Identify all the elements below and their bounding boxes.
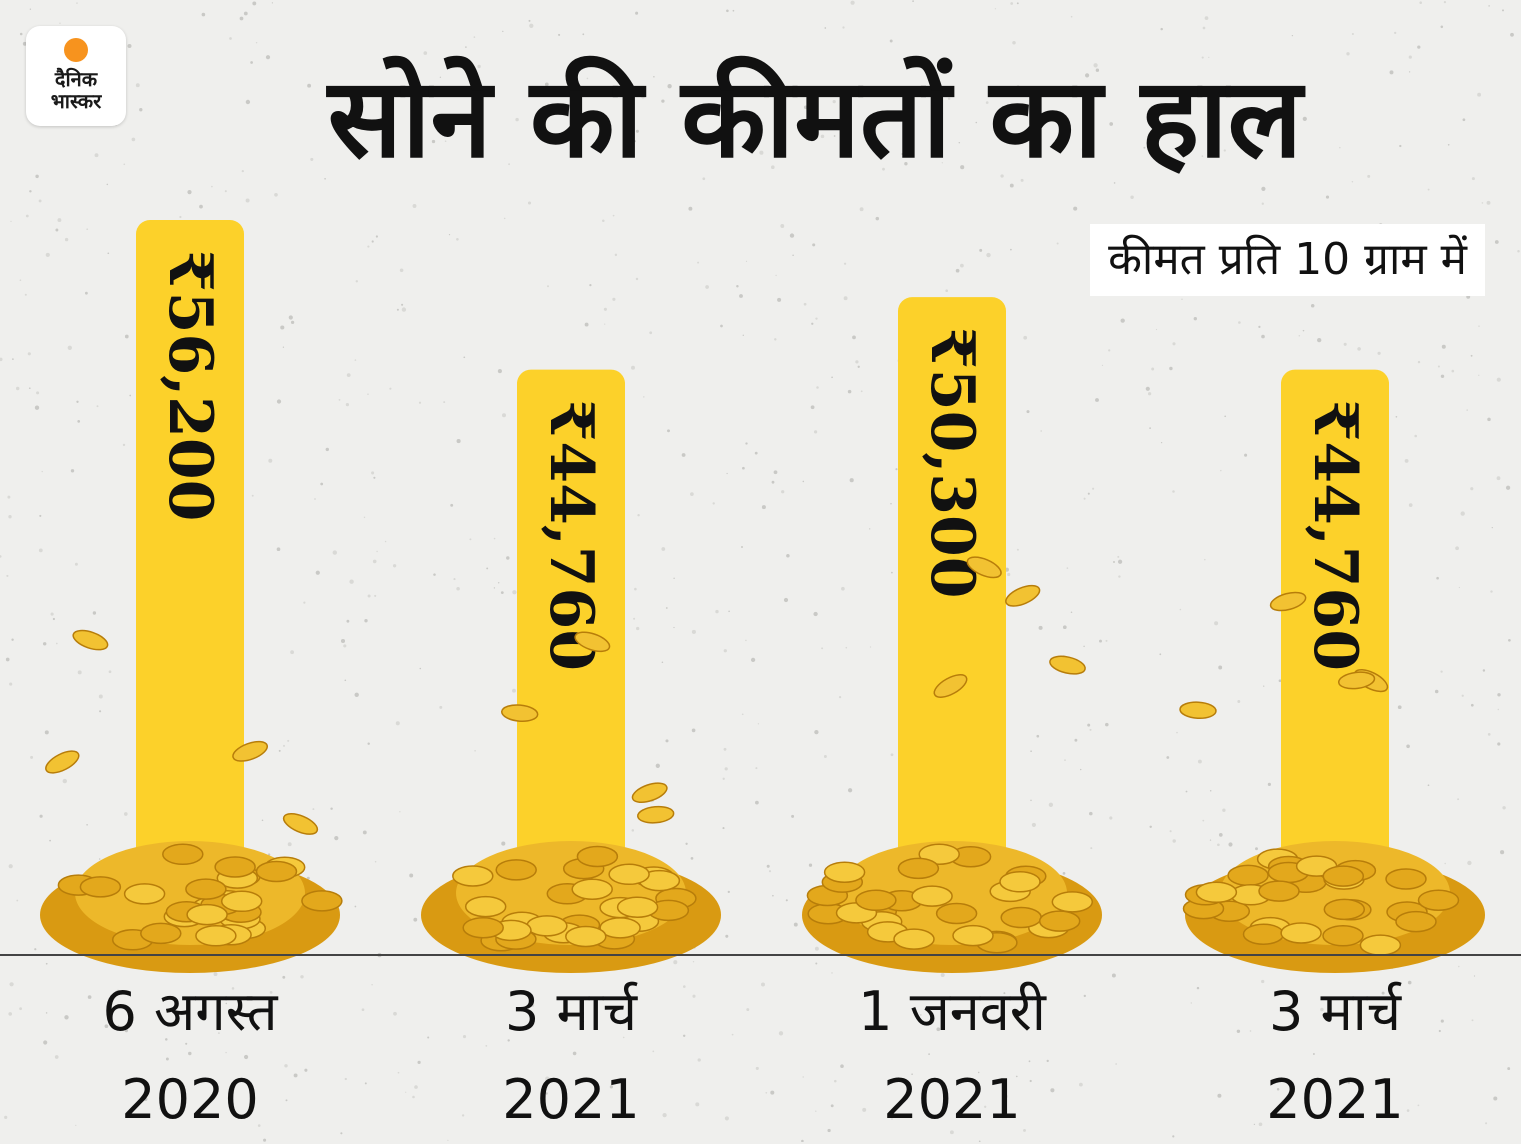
bar-group-1: ₹56,200 [136, 220, 244, 965]
coin-pile-2 [421, 631, 721, 973]
page-title: सोने की कीमतों का हाल [327, 54, 1303, 182]
logo-text: दैनिक भास्कर [50, 67, 102, 113]
bar-3 [898, 297, 1006, 965]
bar-value-label-4: ₹44,760 [1300, 400, 1370, 671]
coin-pile-4 [1179, 591, 1485, 973]
bar-group-2: ₹44,760 [517, 369, 625, 965]
coin-pile-3 [802, 556, 1102, 973]
x-tick-label-2: 3 मार्च 2021 [502, 980, 640, 1131]
dainik-bhaskar-logo: दैनिक भास्कर [26, 26, 126, 126]
x-tick-label-1: 6 अगस्त 2020 [102, 980, 278, 1131]
bar-1 [136, 220, 244, 965]
bar-value-label-2: ₹44,760 [536, 400, 606, 671]
unit-note: कीमत प्रति 10 ग्राम में [1090, 224, 1485, 296]
x-tick-label-4: 3 मार्च 2021 [1266, 980, 1404, 1131]
bar-value-label-3: ₹50,300 [917, 327, 987, 598]
bar-4 [1281, 369, 1389, 965]
bar-group-4: ₹44,760 [1281, 369, 1389, 965]
sun-icon [64, 38, 88, 62]
coin-pile-1 [40, 629, 343, 973]
x-tick-label-3: 1 जनवरी 2021 [858, 980, 1046, 1131]
bar-2 [517, 369, 625, 965]
bar-group-3: ₹50,300 [898, 297, 1006, 965]
bar-value-label-1: ₹56,200 [155, 250, 225, 521]
